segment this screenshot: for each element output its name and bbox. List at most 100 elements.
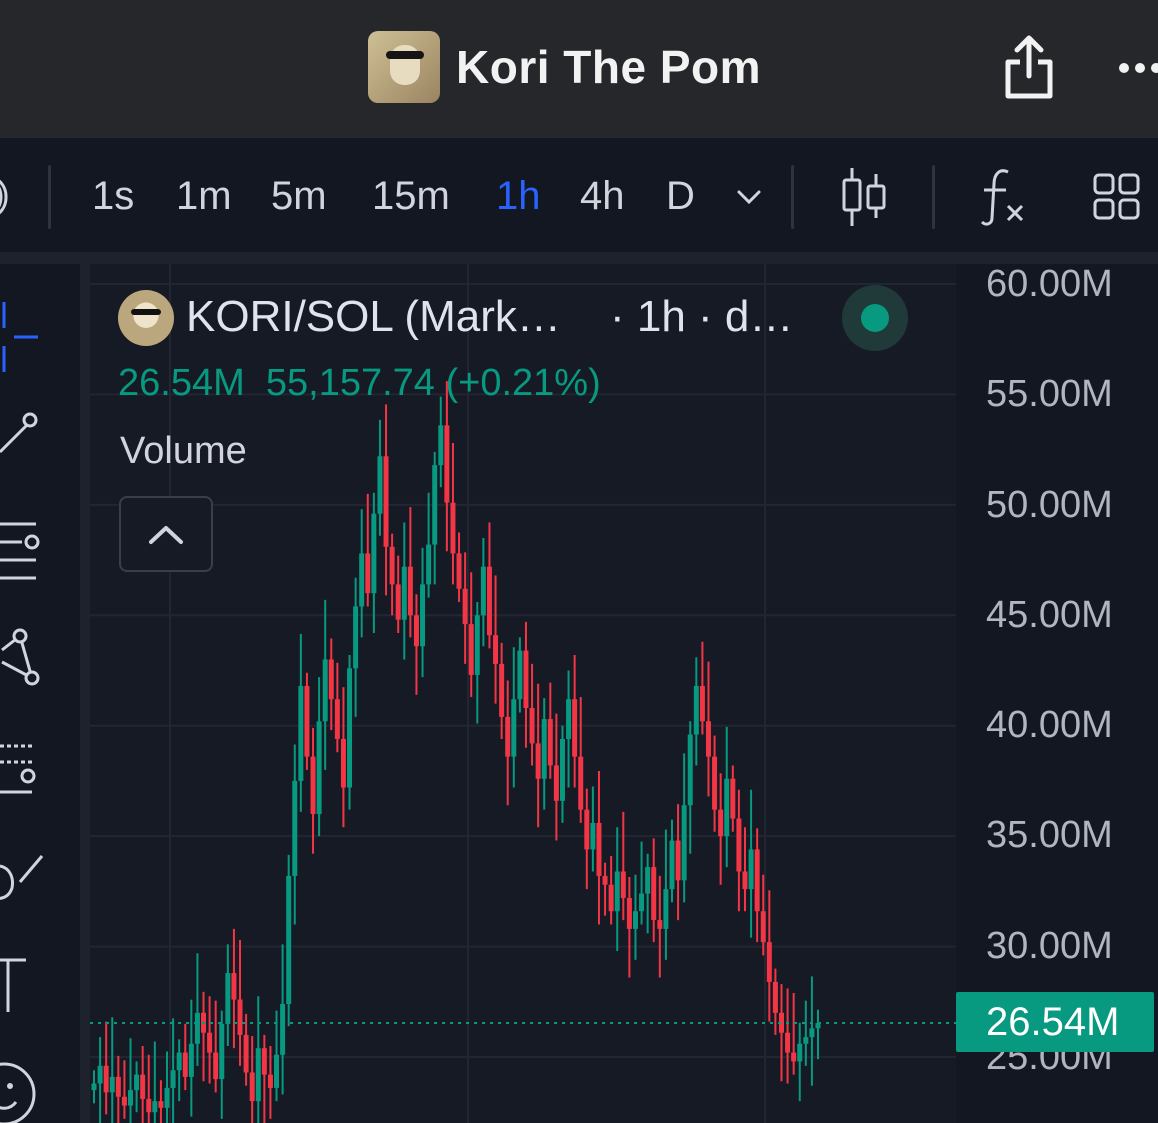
trend-line-icon[interactable]: [0, 410, 40, 456]
candle-body: [280, 1003, 286, 1055]
candle-body: [675, 840, 681, 881]
candle-body: [626, 897, 632, 929]
prediction-icon[interactable]: [0, 740, 44, 800]
candle-body: [760, 911, 766, 943]
candle-body: [207, 1032, 213, 1053]
pattern-icon[interactable]: [0, 626, 44, 688]
candlestick-chart[interactable]: [90, 264, 956, 1123]
candle-body: [742, 871, 748, 890]
candle-body: [371, 513, 377, 594]
candle-body: [462, 588, 468, 625]
layout-grid-icon[interactable]: [1092, 172, 1142, 222]
candle-body: [109, 1076, 115, 1093]
price-tick-label: 60.00M: [986, 263, 1113, 305]
chart-pane[interactable]: [90, 264, 956, 1123]
symbol-title[interactable]: KORI/SOL (Mark…: [186, 292, 561, 341]
candle-body: [444, 425, 450, 503]
candle-body: [304, 685, 310, 757]
timeframe-1s[interactable]: 1s: [92, 174, 135, 218]
price-axis[interactable]: [956, 264, 1158, 1123]
candle-body: [322, 659, 328, 722]
candle-body: [535, 743, 541, 779]
timeframe-5m[interactable]: 5m: [271, 174, 327, 218]
candle-body: [395, 584, 401, 620]
timeframe-d[interactable]: D: [666, 174, 695, 218]
candle-body: [146, 1098, 152, 1113]
price-tick-label: 40.00M: [986, 704, 1113, 746]
clock-icon[interactable]: [0, 170, 14, 224]
candle-body: [566, 699, 572, 739]
candle-body: [188, 1043, 194, 1077]
toolbar-separator: [0, 252, 1158, 264]
timeframe-1m[interactable]: 1m: [176, 174, 232, 218]
price-tick-label: 50.00M: [986, 484, 1113, 526]
candle-body: [614, 871, 620, 912]
candle-body: [292, 780, 298, 876]
candle-body: [736, 818, 742, 872]
timeframe-4h[interactable]: 4h: [580, 174, 625, 218]
candle-body: [499, 663, 505, 717]
candle-body: [231, 973, 237, 1000]
candle-body: [176, 1052, 182, 1071]
candle-body: [377, 456, 383, 514]
volume-indicator-label[interactable]: Volume: [120, 430, 247, 472]
candle-body: [450, 502, 456, 554]
share-icon[interactable]: [1000, 32, 1058, 102]
more-options-icon[interactable]: [1116, 56, 1158, 80]
collapse-legend-button[interactable]: [119, 496, 213, 572]
candle-body: [365, 553, 371, 594]
token-avatar: [368, 31, 440, 103]
candle-body: [115, 1076, 121, 1097]
candle-body: [468, 624, 474, 675]
candle-body: [97, 1065, 103, 1084]
market-status-indicator[interactable]: [842, 285, 908, 351]
candle-body: [407, 566, 413, 616]
candle-body: [505, 716, 511, 757]
candle-body: [620, 871, 626, 898]
candle-body: [693, 685, 699, 735]
timeframe-1h[interactable]: 1h: [496, 174, 541, 218]
toolbar-divider: [48, 165, 51, 229]
candle-body: [243, 1034, 249, 1073]
fib-retracement-icon[interactable]: [0, 520, 44, 582]
candle-body: [785, 1032, 791, 1053]
candle-body: [389, 546, 395, 585]
candle-body: [511, 699, 517, 757]
candle-body: [541, 719, 547, 779]
indicators-fx-icon[interactable]: [978, 166, 1030, 226]
candle-body: [359, 553, 365, 607]
candle-body: [486, 566, 492, 636]
candle-body: [432, 465, 438, 545]
candle-body: [590, 822, 596, 850]
crosshair-icon[interactable]: [0, 300, 40, 376]
candle-body: [559, 738, 565, 801]
timeframe-15m[interactable]: 15m: [372, 174, 450, 218]
text-icon[interactable]: [0, 956, 30, 1016]
candlestick-style-icon[interactable]: [838, 166, 890, 228]
candle-body: [772, 981, 778, 1013]
candle-body: [134, 1074, 140, 1091]
candle-body: [517, 650, 523, 700]
candle-body: [261, 1048, 267, 1075]
candle-body: [578, 756, 584, 810]
candle-body: [274, 1054, 280, 1088]
symbol-interval[interactable]: · 1h · d…: [610, 292, 794, 341]
chevron-down-icon[interactable]: [734, 186, 764, 208]
candle-body: [797, 1043, 803, 1062]
candle-body: [493, 635, 499, 664]
brush-icon[interactable]: [0, 846, 46, 906]
candle-body: [286, 875, 292, 1004]
emoji-icon[interactable]: [0, 1058, 40, 1123]
candle-body: [237, 999, 243, 1035]
candle-body: [347, 668, 353, 788]
candle-body: [669, 840, 675, 890]
candle-body: [420, 584, 426, 647]
candle-body: [249, 1072, 255, 1102]
drawing-toolbar: [0, 264, 90, 1123]
candle-body: [553, 765, 559, 801]
candle-body: [705, 721, 711, 757]
candle-body: [602, 875, 608, 885]
candle-body: [547, 719, 553, 766]
candle-body: [809, 1028, 815, 1038]
candle-body: [712, 756, 718, 810]
